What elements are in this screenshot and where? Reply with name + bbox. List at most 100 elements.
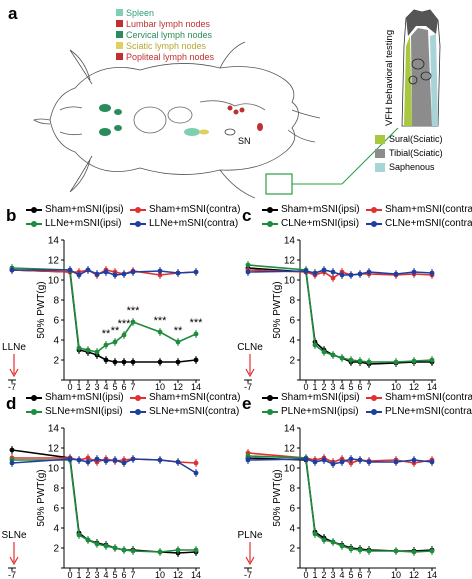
y-tick-label: 12	[48, 444, 60, 455]
y-tick-label: 12	[48, 256, 60, 267]
organ-legend-label: Popliteal lymph nodes	[126, 52, 215, 62]
y-tick-label: 2	[289, 544, 295, 555]
data-point	[245, 457, 251, 463]
nerve-legend-item: Tibial(Sciatic)	[375, 148, 443, 159]
data-point	[130, 359, 136, 365]
data-point	[76, 272, 82, 278]
x-tick-label: 0	[303, 382, 308, 390]
x-tick-label: 10	[391, 570, 401, 578]
pretreatment-arrowhead	[245, 368, 255, 378]
organ-legend-label: Cervical lymph nodes	[126, 30, 213, 40]
legend-swatch	[130, 408, 146, 415]
legend-label: SLNe+mSNI(contra)	[149, 406, 240, 417]
legend-entry: Sham+mSNI(ipsi)	[262, 204, 360, 215]
x-tick-label: 7	[130, 382, 135, 390]
data-point	[357, 547, 363, 553]
legend-swatch	[130, 206, 146, 213]
data-point	[175, 270, 181, 276]
x-tick-label: 0	[67, 382, 72, 390]
x-tick-label: 6	[121, 570, 126, 578]
legend-label: Sham+mSNI(ipsi)	[281, 204, 360, 215]
legend-label: Sham+mSNI(contra)	[149, 392, 241, 403]
x-tick-label: 6	[357, 382, 362, 390]
lumbar-swatch	[116, 20, 123, 27]
data-point	[193, 547, 199, 553]
x-tick-label: -7	[244, 570, 252, 578]
x-tick-label: 2	[85, 382, 90, 390]
x-tick-label: 14	[427, 570, 437, 578]
panel-label: d	[6, 394, 17, 413]
cervical-swatch	[116, 31, 123, 38]
data-point	[321, 537, 327, 543]
data-point	[157, 359, 163, 365]
x-tick-label: 2	[321, 570, 326, 578]
y-tick-label: 12	[284, 444, 296, 455]
x-tick-label: 12	[173, 570, 183, 578]
sural-swatch	[375, 135, 385, 145]
data-point	[339, 543, 345, 549]
y-tick-label: 6	[53, 316, 59, 327]
pretreatment-label: CLNe	[237, 342, 263, 353]
legend-label: Sham+mSNI(contra)	[385, 204, 472, 215]
popliteal-swatch	[116, 53, 123, 60]
x-tick-label: 1	[76, 570, 81, 578]
legend-swatch	[262, 394, 278, 401]
data-point	[348, 357, 354, 363]
legend-swatch	[26, 394, 42, 401]
x-tick-label: 12	[173, 382, 183, 390]
y-tick-label: 4	[289, 336, 295, 347]
data-point	[85, 459, 91, 465]
data-point	[121, 359, 127, 365]
significance-marker: ***	[190, 317, 204, 329]
y-tick-label: 12	[284, 256, 296, 267]
legend-label: CLNe+mSNI(contra)	[385, 218, 472, 229]
legend-swatch	[262, 220, 278, 227]
organ-legend-item: Sciatic lymph nodes	[116, 41, 206, 51]
data-point	[321, 267, 327, 273]
data-point	[94, 541, 100, 547]
data-point	[193, 357, 199, 363]
legend-swatch	[262, 408, 278, 415]
data-point	[393, 359, 399, 365]
data-point	[321, 349, 327, 355]
x-tick-label: 3	[94, 382, 99, 390]
data-point	[303, 268, 309, 274]
data-point	[103, 269, 109, 275]
y-tick-label: 8	[289, 296, 295, 307]
legend-entry: Sham+mSNI(contra)	[130, 204, 240, 215]
legend-label: Sham+mSNI(contra)	[149, 204, 241, 215]
data-point	[157, 329, 163, 335]
data-point	[330, 352, 336, 358]
data-point	[193, 470, 199, 476]
data-point	[357, 358, 363, 364]
legend-entry: Sham+mSNI(ipsi)	[26, 392, 124, 403]
data-point	[429, 459, 435, 465]
data-point	[130, 548, 136, 554]
data-point	[366, 459, 372, 465]
data-point	[175, 547, 181, 553]
data-point	[393, 459, 399, 465]
x-tick-label: 5	[348, 382, 353, 390]
x-tick-label: 4	[339, 570, 344, 578]
data-point	[85, 537, 91, 543]
y-tick-label: 2	[53, 544, 59, 555]
rat-anatomy-illustration	[33, 41, 320, 199]
nerve-legend-label: Sural(Sciatic)	[389, 134, 443, 144]
organ-legend-label: Lumbar lymph nodes	[126, 19, 211, 29]
x-tick-label: -7	[8, 570, 16, 578]
x-tick-label: 3	[330, 382, 335, 390]
data-point	[94, 349, 100, 355]
x-tick-label: 14	[191, 570, 201, 578]
data-point	[321, 457, 327, 463]
x-tick-label: 5	[348, 570, 353, 578]
x-tick-label: 0	[67, 570, 72, 578]
data-point	[348, 546, 354, 552]
legend-label: PLNe+mSNI(ipsi)	[281, 406, 359, 417]
y-tick-label: 10	[284, 464, 296, 475]
data-point	[245, 269, 251, 275]
x-tick-label: 12	[409, 382, 419, 390]
data-point	[393, 271, 399, 277]
y-axis-label: 50% PWT(g)	[272, 469, 283, 526]
legend-entry: LLNe+mSNI(contra)	[130, 218, 238, 229]
